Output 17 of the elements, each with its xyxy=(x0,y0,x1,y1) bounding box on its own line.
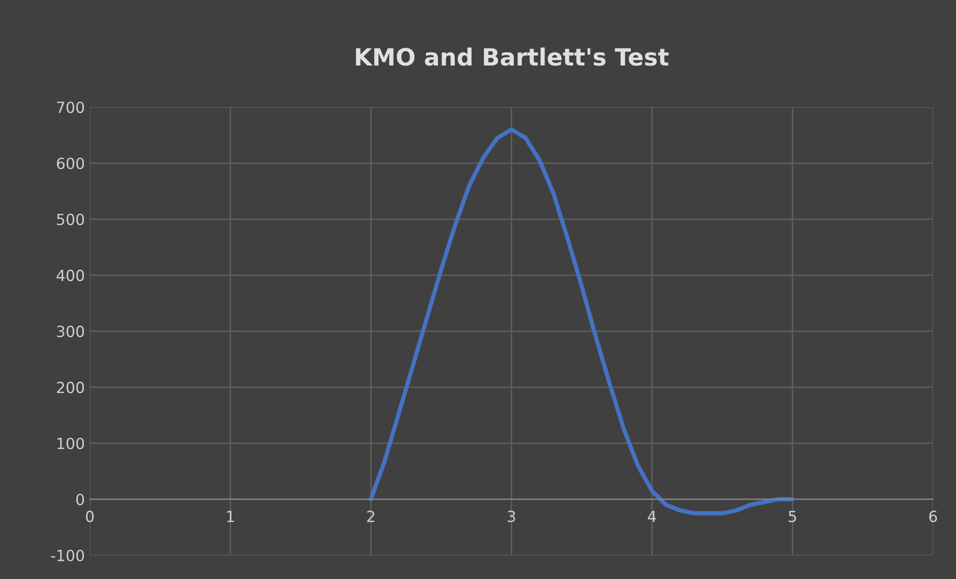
x-tick-label: 0 xyxy=(86,510,94,522)
x-tick-label: 3 xyxy=(508,510,516,522)
y-tick-label: -100 xyxy=(51,550,84,562)
chart-title: KMO and Bartlett's Test xyxy=(356,48,669,66)
y-tick-label: 600 xyxy=(56,158,84,170)
y-tick-label: 500 xyxy=(57,214,84,226)
y-tick-label: 700 xyxy=(57,102,84,114)
x-tick-label: 1 xyxy=(227,510,234,522)
y-tick-label: 300 xyxy=(57,326,84,338)
y-tick-label: 200 xyxy=(56,382,84,394)
y-tick-label: 100 xyxy=(58,438,84,450)
x-tick-label: 2 xyxy=(367,510,374,522)
y-tick-label: 0 xyxy=(76,494,84,506)
y-tick-label: 400 xyxy=(56,270,84,282)
x-tick-label: 4 xyxy=(648,510,656,522)
x-tick-label: 5 xyxy=(788,510,796,522)
x-tick-label: 6 xyxy=(929,510,937,522)
